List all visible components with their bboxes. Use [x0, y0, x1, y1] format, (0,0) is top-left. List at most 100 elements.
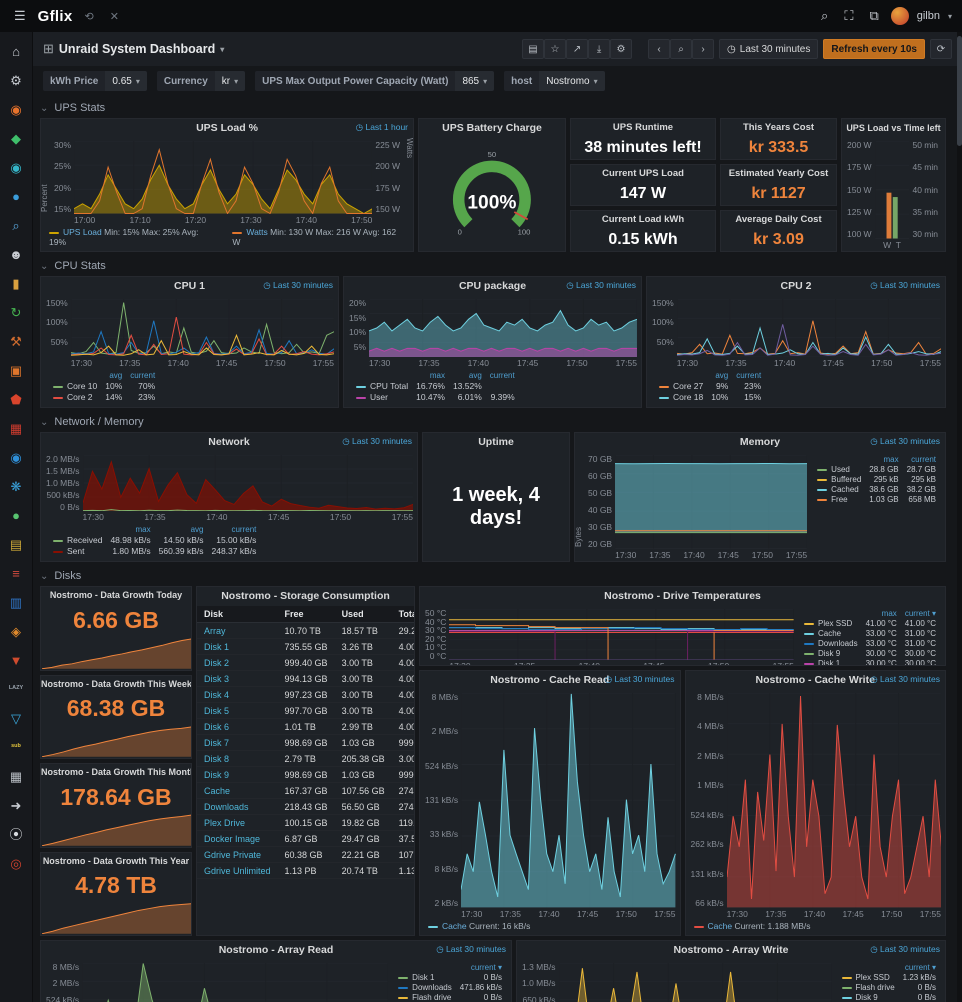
refresh-interval-button[interactable]: Refresh every 10s	[823, 39, 925, 59]
cache-write-chart[interactable]: 8 MB/s 4 MB/s 2 MB/s 1 MB/s 524 kB/s 262 kB/s…	[690, 692, 941, 919]
app-teal-circle-icon[interactable]: ◉	[10, 159, 22, 175]
app-leaf-icon[interactable]: ●	[12, 507, 20, 523]
app-bank-icon[interactable]: ▦	[9, 768, 23, 784]
panel-title[interactable]: CPU 1	[174, 280, 205, 292]
panel-title[interactable]: CPU 2	[780, 280, 812, 292]
panel-title[interactable]: Nostromo - Array Read	[218, 944, 334, 956]
legend-series[interactable]: Core 2	[49, 392, 101, 403]
disk-link[interactable]: Gdrive Unlimited	[197, 862, 278, 879]
cpu-package-chart[interactable]: 20% 15% 10% 5% 17:30 17:35 17:40 17:45 17:50 17:5…	[349, 298, 637, 369]
app-sub-icon[interactable]: sub	[11, 743, 21, 750]
tv-mode-icon[interactable]: ⧉	[865, 6, 882, 26]
panel-title[interactable]: UPS Load %	[196, 122, 258, 134]
panel-title[interactable]: Nostromo - Drive Temperatures	[604, 590, 761, 602]
table-header[interactable]: Free	[277, 606, 335, 623]
panel-title[interactable]: UPS Battery Charge	[442, 122, 542, 134]
cpu2-chart[interactable]: 150% 100% 50% 17:30 17:35 17:40 17:45 17:50 17:5…	[652, 298, 941, 369]
app-red-shield-icon[interactable]: ⬟	[10, 391, 22, 407]
app-red-down-icon[interactable]: ▼	[9, 652, 23, 668]
variable-dropdown[interactable]: kr ▾	[214, 71, 246, 91]
disk-link[interactable]: Gdrive Private	[197, 846, 278, 863]
legend-series[interactable]: Disk 1	[394, 973, 456, 983]
legend-series[interactable]: Plex SSD	[838, 973, 899, 983]
panel-title[interactable]: Estimated Yearly Cost	[728, 168, 829, 179]
legend-series[interactable]: Disk 1	[800, 659, 862, 665]
legend-series[interactable]: Cache	[707, 921, 733, 931]
disk-link[interactable]: Disk 6	[197, 718, 278, 735]
app-tools-icon[interactable]: ⚒	[10, 333, 22, 349]
refresh-icon[interactable]: ⟳	[930, 39, 952, 59]
app-eye-icon[interactable]: ◉	[10, 449, 22, 465]
disk-link[interactable]: Disk 4	[197, 686, 278, 703]
panel-title[interactable]: Current UPS Load	[602, 168, 684, 179]
app-gold-diamond-icon[interactable]: ◈	[11, 623, 21, 639]
disk-link[interactable]: Docker Image	[197, 830, 278, 847]
legend-series[interactable]: Watts	[246, 227, 268, 237]
legend-series[interactable]: Downloads	[800, 639, 862, 649]
app-sync-icon[interactable]: ↻	[10, 304, 22, 320]
save-button[interactable]: ⤓	[588, 39, 611, 59]
playlist-back-icon[interactable]: ⟲	[81, 8, 98, 25]
zoom-out-button[interactable]: ⌕	[670, 39, 693, 59]
disk-link[interactable]: Disk 7	[197, 734, 278, 751]
legend-series[interactable]: User	[352, 392, 412, 403]
legend-series[interactable]: Cached	[813, 485, 865, 495]
cache-read-chart[interactable]: 8 MB/s 2 MB/s 524 kB/s 131 kB/s 33 kB/s 8 kB/…	[425, 692, 676, 919]
search-icon[interactable]: ⌕	[817, 6, 832, 26]
dashboard-settings-button[interactable]: ⚙	[610, 39, 633, 59]
legend-series[interactable]: Sent	[49, 546, 106, 557]
cpu1-chart[interactable]: 150% 100% 50% 17:30 17:35 17:40 17:45 17:50 17:5…	[46, 298, 334, 369]
close-icon[interactable]: ✕	[106, 8, 123, 25]
settings-icon[interactable]: ⚙	[10, 72, 22, 88]
variable-dropdown[interactable]: 0.65 ▾	[105, 71, 147, 91]
panel-title[interactable]: Uptime	[478, 436, 514, 448]
legend-series[interactable]: Received	[49, 535, 106, 546]
app-orange-box-icon[interactable]: ▣	[9, 362, 23, 378]
variable-dropdown[interactable]: 865 ▾	[455, 71, 495, 91]
disk-link[interactable]: Disk 8	[197, 750, 278, 767]
legend-series[interactable]: Cache	[800, 629, 862, 639]
cycle-back-button[interactable]: ‹	[648, 39, 671, 59]
panel-title[interactable]: Nostromo - Cache Write	[755, 674, 875, 687]
app-target-icon[interactable]: ◎	[10, 855, 22, 871]
cycle-forward-button[interactable]: ›	[692, 39, 715, 59]
table-header[interactable]: Disk	[197, 606, 278, 623]
scrollbar[interactable]	[957, 32, 962, 1002]
panel-title[interactable]: Nostromo - Data Growth This Month	[41, 767, 191, 777]
legend-series[interactable]: Downloads	[394, 983, 456, 993]
github-icon[interactable]: ⦿	[9, 826, 23, 842]
app-blue-circle-icon[interactable]: ●	[12, 188, 20, 204]
legend-series[interactable]: Free	[813, 495, 865, 505]
panel-title[interactable]: Nostromo - Storage Consumption	[221, 590, 390, 602]
memory-chart[interactable]: 70 GB 60 GB 50 GB 40 GB 30 GB 20 GB 17:30 17:35…	[574, 454, 808, 560]
network-chart[interactable]: 2.0 MB/s 1.5 MB/s 1.0 MB/s 500 kB/s 0 B/s 17:…	[46, 454, 413, 523]
logout-icon[interactable]: ➜	[10, 797, 22, 813]
disk-link[interactable]: Disk 2	[197, 654, 278, 671]
legend-series[interactable]: Used	[813, 465, 865, 475]
app-burger-icon[interactable]: ▤	[9, 536, 23, 552]
panel-title[interactable]: Current Load kWh	[601, 214, 685, 225]
disk-link[interactable]: Disk 9	[197, 766, 278, 783]
legend-series[interactable]: Disk 9	[800, 649, 862, 659]
section-header-ups-stats[interactable]: ⌄ UPS Stats	[40, 102, 106, 114]
drive-temperatures-chart[interactable]: 50 °C 40 °C 30 °C 20 °C 10 °C 0 °C 17:30 17:35 1…	[425, 608, 794, 667]
app-unraid-icon[interactable]: ◉	[10, 101, 22, 117]
variable-dropdown[interactable]: Nostromo ▾	[539, 71, 605, 91]
ups-load-vs-time-chart[interactable]: 200 W 175 W 150 W 125 W 100 W 50 min 45 min 40 …	[847, 140, 938, 250]
legend-series[interactable]: Disk 9	[838, 993, 899, 1002]
legend-series[interactable]: UPS Load	[63, 227, 102, 237]
table-header[interactable]: Total	[391, 606, 414, 623]
app-search-icon[interactable]: ⌕	[12, 217, 20, 233]
legend-series[interactable]: Plex SSD	[800, 619, 862, 629]
panel-title[interactable]: Nostromo - Cache Read	[490, 674, 610, 687]
dashboard-title-dropdown[interactable]: Unraid System Dashboard ▾	[59, 42, 224, 56]
legend-series[interactable]: Flash drive	[394, 993, 456, 1002]
add-panel-button[interactable]: ▤	[522, 39, 545, 59]
disk-link[interactable]: Disk 5	[197, 702, 278, 719]
disk-link[interactable]: Plex Drive	[197, 814, 278, 831]
panel-title[interactable]: Nostromo - Data Growth Today	[49, 590, 183, 600]
time-range-picker[interactable]: ◷ Last 30 minutes	[719, 39, 819, 59]
star-button[interactable]: ☆	[544, 39, 567, 59]
